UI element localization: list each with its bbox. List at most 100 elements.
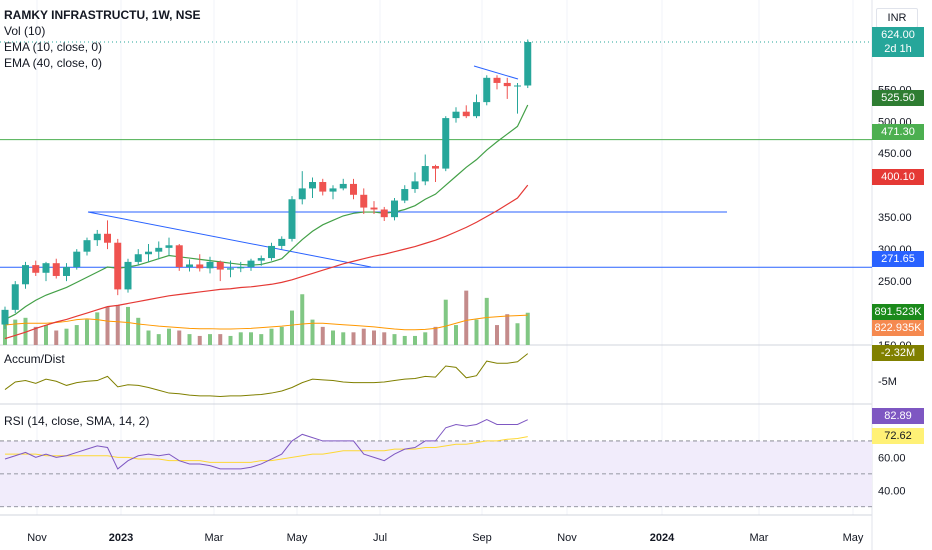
candle-body: [339, 183, 347, 189]
candle-body: [380, 209, 388, 218]
rsi-tick-label: 60.00: [878, 452, 906, 464]
volume-bar: [105, 306, 110, 345]
candle-body: [104, 233, 111, 243]
time-tick-label: Jul: [373, 532, 387, 544]
volume-bar: [464, 290, 469, 345]
candle-body: [1, 309, 9, 325]
volume-bar: [115, 305, 120, 345]
volume-bar: [341, 332, 346, 345]
candle-body: [278, 238, 286, 246]
volume-ma-line: [4, 314, 528, 331]
candle-body: [411, 181, 419, 190]
candle-body: [350, 183, 357, 195]
volume-bar: [300, 294, 305, 345]
candle-body: [329, 188, 337, 192]
volume-bar: [443, 299, 448, 345]
candle-body: [186, 264, 193, 268]
volume-bar: [484, 297, 489, 345]
ema40-legend[interactable]: EMA (40, close, 0): [4, 56, 103, 70]
candles: [1, 39, 532, 330]
candle-body: [370, 207, 378, 210]
volume-bar: [44, 325, 48, 345]
candle-body: [42, 263, 50, 273]
volume-bar: [85, 319, 89, 345]
candle-body: [452, 111, 460, 119]
rsi-ma-line: [5, 436, 528, 463]
ema10-legend[interactable]: EMA (10, close, 0): [4, 40, 103, 54]
last-price-value: 624.00: [881, 29, 915, 41]
candle-body: [114, 242, 122, 290]
volume-bar: [372, 330, 376, 345]
horizontal-lines[interactable]: [0, 139, 872, 268]
ema-lines: [4, 104, 529, 340]
volume-bar: [228, 335, 233, 345]
volume-bar: [74, 325, 79, 345]
volume-bar: [13, 319, 18, 345]
volume-bar: [331, 330, 335, 345]
volume-bar: [495, 325, 499, 345]
candle-body: [401, 189, 409, 201]
volume-bar: [167, 328, 171, 345]
ema10-line: [4, 104, 529, 320]
volume-pane: [3, 290, 530, 345]
rsi-legend[interactable]: RSI (14, close, SMA, 14, 2): [4, 414, 150, 428]
candle-body: [206, 261, 214, 269]
time-tick-label: Nov: [557, 532, 577, 544]
price-tick-label: 450.00: [878, 148, 912, 160]
vol-legend[interactable]: Vol (10): [4, 24, 46, 38]
accum-legend[interactable]: Accum/Dist: [4, 352, 65, 366]
volume-bar: [423, 332, 428, 345]
volume-bar: [249, 332, 253, 345]
candle-body: [93, 233, 101, 241]
time-tick-label: Nov: [27, 532, 47, 544]
volume-bar: [238, 332, 243, 345]
ema40-badge: 400.10: [872, 169, 924, 185]
volume-bar: [310, 319, 315, 345]
volume-bar: [402, 335, 407, 345]
volume-bar: [290, 310, 294, 345]
volume-bar: [351, 332, 356, 345]
candle-body: [52, 263, 60, 276]
time-tick-label: 2023: [109, 532, 133, 544]
volume-bar: [156, 334, 161, 345]
candle-body: [124, 261, 132, 290]
blue-descending-trendline[interactable]: [87, 211, 372, 268]
volume-bar: [259, 334, 264, 345]
rsi-badge: 82.89: [872, 408, 924, 424]
flag-trendline[interactable]: [473, 65, 519, 80]
candle-body: [22, 265, 29, 285]
time-tick-label: Mar: [750, 532, 769, 544]
volume-bar: [433, 326, 438, 345]
candle-body: [319, 182, 327, 192]
candle-body: [298, 188, 306, 200]
trendlines[interactable]: [87, 65, 727, 268]
rsi-ma-badge: 72.62: [872, 428, 924, 444]
candle-body: [32, 265, 40, 273]
volume-bar: [177, 330, 182, 345]
volume-bar: [64, 328, 69, 345]
volume-bar: [136, 317, 141, 345]
candle-body: [432, 166, 439, 169]
volume-bar: [279, 326, 284, 345]
candle-body: [11, 284, 19, 310]
currency-selector[interactable]: INR: [876, 8, 918, 28]
candle-body: [237, 267, 245, 269]
time-tick-label: 2024: [650, 532, 675, 544]
volume-bar: [54, 330, 59, 345]
candle-body: [216, 261, 224, 270]
volume-bar: [269, 328, 274, 345]
candle-body: [145, 251, 152, 255]
candle-body: [360, 194, 368, 208]
candle-body: [196, 264, 204, 269]
volume-bar: [515, 323, 520, 345]
candle-body: [503, 82, 511, 87]
volume-bar: [505, 314, 510, 345]
rsi-tick-label: 40.00: [878, 485, 906, 497]
candle-body: [442, 118, 450, 169]
symbol-title[interactable]: RAMKY INFRASTRUCTU, 1W, NSE: [4, 8, 201, 22]
time-axis[interactable]: Nov 2023 Mar May Jul Sep Nov 2024 Mar May: [27, 532, 864, 544]
accum-dist-pane: [4, 353, 529, 398]
accum-badge: -2.32M: [872, 345, 924, 361]
volume-bar: [3, 323, 7, 345]
